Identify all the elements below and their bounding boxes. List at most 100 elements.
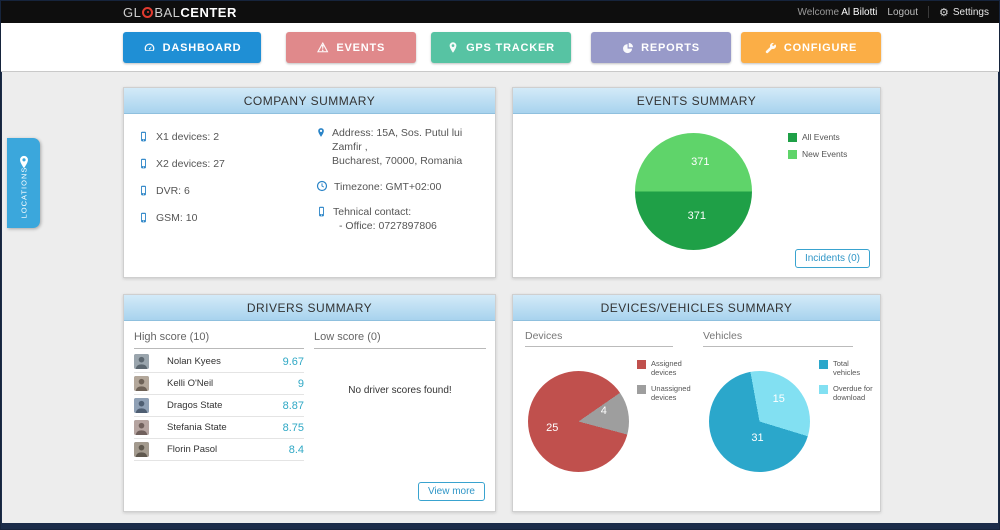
pie-value-unassigned: 4 bbox=[600, 405, 607, 418]
low-score-column: Low score (0) No driver scores found! bbox=[314, 331, 486, 396]
map-pin-icon bbox=[449, 42, 457, 53]
company-summary-panel: COMPANY SUMMARY X1 devices: 2 X2 devices… bbox=[123, 87, 496, 278]
locations-side-tab[interactable]: LOCATIONS bbox=[7, 138, 40, 228]
location-pin-icon bbox=[19, 155, 28, 169]
device-icon bbox=[141, 185, 146, 196]
device-count-label: GSM: 10 bbox=[156, 211, 198, 224]
devices-vehicles-summary-panel: DEVICES/VEHICLES SUMMARY Devices Vehicle… bbox=[512, 294, 881, 512]
driver-name: Florin Pasol bbox=[167, 444, 218, 455]
device-icon bbox=[141, 212, 146, 223]
drivers-summary-title: DRIVERS SUMMARY bbox=[124, 295, 495, 321]
device-icon bbox=[141, 158, 146, 169]
legend-swatch bbox=[819, 385, 828, 394]
phone-icon bbox=[319, 206, 324, 216]
logo-target-icon bbox=[142, 6, 154, 18]
avatar bbox=[134, 420, 149, 435]
company-summary-title: COMPANY SUMMARY bbox=[124, 88, 495, 114]
table-row: Kelli O'Neil 9 bbox=[134, 373, 304, 395]
driver-name: Stefania State bbox=[167, 422, 227, 433]
contact-row: Tehnical contact: - Office: 0727897806 bbox=[316, 205, 486, 233]
address-row: Address: 15A, Sos. Putul lui Zamfir , Bu… bbox=[316, 126, 486, 169]
divider bbox=[927, 6, 929, 18]
wrench-icon bbox=[765, 42, 776, 53]
logout-link[interactable]: Logout bbox=[887, 6, 918, 18]
no-scores-message: No driver scores found! bbox=[348, 385, 452, 396]
logo-text-bal: BAL bbox=[154, 4, 181, 20]
pie-value-all-events: 371 bbox=[687, 210, 706, 223]
welcome-text: Welcome Al Bilotti bbox=[798, 7, 878, 18]
events-pie-chart: 371 371 bbox=[635, 133, 752, 250]
nav-events-label: EVENTS bbox=[336, 41, 386, 54]
nav-reports-label: REPORTS bbox=[641, 41, 700, 54]
main-nav: DASHBOARD ⚠ EVENTS GPS TRACKER REPORTS C… bbox=[1, 23, 999, 72]
avatar bbox=[134, 442, 149, 457]
list-item: X2 devices: 27 bbox=[138, 157, 225, 170]
gauge-icon bbox=[144, 43, 155, 51]
driver-name: Nolan Kyees bbox=[167, 356, 221, 367]
legend-label: All Events bbox=[802, 132, 840, 142]
high-score-header: High score (10) bbox=[134, 331, 304, 349]
legend-item-new-events: New Events bbox=[788, 149, 848, 160]
legend-item-assigned: Assigned devices bbox=[637, 359, 699, 377]
device-count-label: X2 devices: 27 bbox=[156, 157, 225, 170]
address-pin-icon bbox=[318, 128, 324, 137]
drivers-summary-panel: DRIVERS SUMMARY High score (10) Nolan Ky… bbox=[123, 294, 496, 512]
nav-dashboard-label: DASHBOARD bbox=[162, 41, 242, 54]
nav-gps-tracker-button[interactable]: GPS TRACKER bbox=[431, 32, 571, 63]
table-row: Nolan Kyees 9.67 bbox=[134, 351, 304, 373]
vehicles-pie-chart: 31 15 bbox=[709, 371, 810, 472]
welcome-label: Welcome bbox=[797, 6, 840, 18]
nav-gps-tracker-label: GPS TRACKER bbox=[466, 41, 555, 54]
nav-events-button[interactable]: ⚠ EVENTS bbox=[286, 32, 416, 63]
nav-reports-button[interactable]: REPORTS bbox=[591, 32, 731, 63]
pie-value-assigned: 25 bbox=[546, 421, 559, 434]
vehicles-sub-header: Vehicles bbox=[703, 330, 853, 347]
devices-vehicles-title: DEVICES/VEHICLES SUMMARY bbox=[513, 295, 880, 321]
contact-label: Tehnical contact: bbox=[333, 205, 412, 218]
logo-text-center: CENTER bbox=[180, 4, 237, 20]
table-row: Stefania State 8.75 bbox=[134, 417, 304, 439]
company-contact-block: Address: 15A, Sos. Putul lui Zamfir , Bu… bbox=[316, 126, 486, 233]
legend-label: Total vehicles bbox=[833, 359, 861, 377]
driver-score: 8.75 bbox=[282, 421, 304, 434]
incidents-button[interactable]: Incidents (0) bbox=[794, 249, 870, 268]
nav-configure-label: CONFIGURE bbox=[783, 41, 858, 54]
legend-label: Unassigned devices bbox=[651, 384, 691, 402]
driver-score: 9 bbox=[297, 377, 304, 390]
settings-link[interactable]: ⚙ Settings bbox=[939, 6, 989, 19]
address-text: Address: 15A, Sos. Putul lui Zamfir , Bu… bbox=[332, 126, 486, 169]
address-line-1: Address: 15A, Sos. Putul lui Zamfir , bbox=[332, 127, 463, 154]
contact-office: - Office: 0727897806 bbox=[339, 219, 437, 232]
high-score-column: High score (10) Nolan Kyees 9.67 Kelli O… bbox=[134, 331, 304, 461]
legend-label: New Events bbox=[802, 149, 848, 160]
legend-swatch bbox=[788, 150, 797, 160]
view-more-button[interactable]: View more bbox=[417, 482, 485, 501]
vehicles-legend: Total vehicles Overdue for download bbox=[819, 359, 877, 402]
logo-text-gl: GL bbox=[123, 4, 142, 20]
timezone-text: Timezone: GMT+02:00 bbox=[334, 180, 442, 193]
avatar bbox=[134, 398, 149, 413]
events-legend: All Events New Events bbox=[788, 132, 848, 160]
events-summary-panel: EVENTS SUMMARY 371 371 All Events New Ev… bbox=[512, 87, 881, 278]
pie-value-overdue: 15 bbox=[772, 393, 785, 406]
legend-swatch bbox=[637, 385, 646, 394]
brand-logo: GL BAL CENTER bbox=[123, 1, 237, 23]
legend-swatch bbox=[637, 360, 646, 369]
clock-icon bbox=[316, 180, 328, 191]
device-counts-list: X1 devices: 2 X2 devices: 27 DVR: 6 GSM:… bbox=[138, 130, 225, 224]
gear-icon: ⚙ bbox=[938, 6, 949, 19]
pie-value-new-events: 371 bbox=[691, 156, 710, 169]
events-summary-title: EVENTS SUMMARY bbox=[513, 88, 880, 114]
list-item: GSM: 10 bbox=[138, 211, 225, 224]
dashboard-content: LOCATIONS COMPANY SUMMARY X1 devices: 2 … bbox=[2, 72, 998, 523]
legend-swatch bbox=[819, 360, 828, 369]
user-name: Al Bilotti bbox=[841, 6, 878, 18]
list-item: DVR: 6 bbox=[138, 184, 225, 197]
low-score-header: Low score (0) bbox=[314, 331, 486, 349]
report-pie-icon bbox=[623, 42, 634, 53]
legend-label: Assigned devices bbox=[651, 359, 682, 377]
nav-configure-button[interactable]: CONFIGURE bbox=[741, 32, 881, 63]
avatar bbox=[134, 376, 149, 391]
nav-dashboard-button[interactable]: DASHBOARD bbox=[123, 32, 261, 63]
